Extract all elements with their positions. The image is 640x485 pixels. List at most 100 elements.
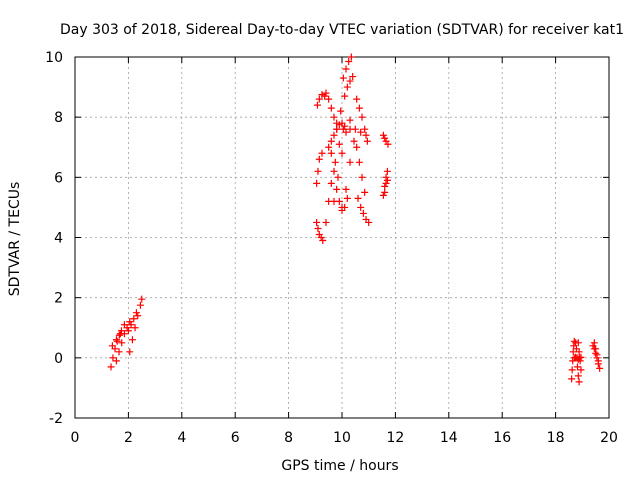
data-point: [342, 65, 350, 73]
data-point: [596, 364, 604, 372]
data-point: [574, 372, 582, 380]
data-point: [116, 330, 124, 338]
data-point: [351, 125, 359, 133]
x-tick-label: 18: [547, 430, 565, 446]
data-point: [126, 318, 134, 326]
data-point: [120, 321, 128, 329]
data-point: [594, 357, 602, 365]
x-tick-label: 20: [600, 430, 618, 446]
x-tick-label: 0: [71, 430, 80, 446]
data-point: [330, 197, 338, 205]
data-point: [109, 354, 117, 362]
data-point: [322, 218, 330, 226]
data-point: [577, 366, 585, 374]
data-point: [357, 203, 365, 211]
data-point: [338, 149, 346, 157]
data-point: [346, 158, 354, 166]
x-tick-label: 8: [284, 430, 293, 446]
data-point: [318, 149, 326, 157]
data-point: [314, 224, 322, 232]
data-point: [322, 89, 330, 97]
data-point: [379, 131, 387, 139]
data-point: [382, 173, 390, 181]
data-point: [325, 143, 333, 151]
x-tick-label: 2: [124, 430, 133, 446]
data-point: [127, 321, 135, 329]
x-tick-label: 6: [231, 430, 240, 446]
data-point: [568, 366, 576, 374]
data-point: [130, 315, 138, 323]
data-point: [590, 339, 598, 347]
data-point: [346, 77, 354, 85]
data-markers: [107, 53, 604, 386]
data-point: [593, 351, 601, 359]
data-point: [365, 218, 373, 226]
data-point: [575, 348, 583, 356]
data-point: [358, 173, 366, 181]
data-point: [327, 149, 335, 157]
data-point: [117, 327, 125, 335]
data-point: [138, 295, 146, 303]
data-point: [353, 95, 361, 103]
data-point: [341, 122, 349, 130]
data-point: [381, 182, 389, 190]
data-point: [577, 353, 585, 361]
data-point: [112, 357, 120, 365]
x-tick-label: 10: [333, 430, 351, 446]
data-point: [126, 348, 134, 356]
data-point: [382, 179, 390, 187]
data-point: [338, 203, 346, 211]
data-point: [330, 113, 338, 121]
data-point: [381, 134, 389, 142]
x-tick-label: 12: [386, 430, 404, 446]
data-point: [313, 179, 321, 187]
data-point: [335, 140, 343, 148]
data-point: [355, 158, 363, 166]
data-point: [319, 237, 327, 245]
data-point: [118, 339, 126, 347]
data-point: [357, 128, 365, 136]
data-point: [346, 116, 354, 124]
data-point: [359, 209, 367, 217]
data-point: [354, 194, 362, 202]
data-point: [330, 131, 338, 139]
x-axis-label: GPS time / hours: [281, 458, 398, 474]
data-point: [136, 301, 144, 309]
data-point: [383, 167, 391, 175]
data-point: [345, 58, 353, 66]
data-point: [330, 167, 338, 175]
data-point: [327, 104, 335, 112]
y-tick-label: 2: [54, 291, 63, 307]
axis-ticks: 0 2 4 6 8 10 12 14 16 18 20 -2 0 2 4 6 8 10: [45, 50, 618, 446]
data-point: [574, 339, 582, 347]
grid: [75, 57, 609, 418]
y-tick-label: 10: [45, 50, 63, 66]
data-point: [592, 345, 600, 353]
data-point: [379, 191, 387, 199]
data-point: [314, 167, 322, 175]
data-point: [333, 185, 341, 193]
data-point: [341, 92, 349, 100]
x-tick-label: 14: [440, 430, 458, 446]
data-point: [128, 336, 136, 344]
data-point: [327, 137, 335, 145]
data-point: [327, 179, 335, 187]
data-point: [568, 375, 576, 383]
data-point: [315, 95, 323, 103]
data-point: [343, 194, 351, 202]
data-point: [333, 125, 341, 133]
x-tick-label: 16: [493, 430, 511, 446]
data-point: [132, 309, 140, 317]
data-point: [576, 354, 584, 362]
data-point: [321, 92, 329, 100]
data-point: [325, 95, 333, 103]
data-point: [350, 137, 358, 145]
data-point: [358, 113, 366, 121]
data-point: [313, 101, 321, 109]
data-point: [131, 324, 139, 332]
data-point: [573, 363, 581, 371]
data-point: [363, 137, 371, 145]
y-tick-label: 0: [54, 351, 63, 367]
data-point: [575, 378, 583, 386]
